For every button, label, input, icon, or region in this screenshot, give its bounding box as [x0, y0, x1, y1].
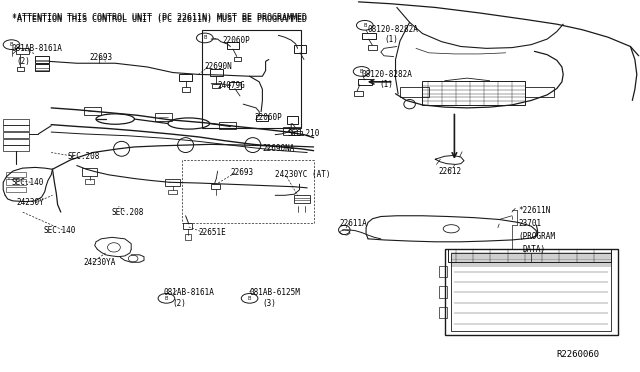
- Bar: [294, 131, 302, 135]
- Text: 22060P: 22060P: [255, 113, 282, 122]
- Bar: [6, 179, 26, 185]
- Text: (2): (2): [16, 57, 30, 66]
- Text: 08120-8282A: 08120-8282A: [368, 25, 419, 34]
- Bar: [84, 107, 101, 115]
- Text: SEC.208: SEC.208: [112, 208, 145, 217]
- Bar: [35, 64, 49, 71]
- Bar: [155, 113, 172, 121]
- Bar: [400, 87, 429, 97]
- Bar: [168, 190, 177, 194]
- Bar: [358, 79, 372, 85]
- Bar: [182, 87, 190, 92]
- Bar: [3, 132, 29, 138]
- Text: SEC.140: SEC.140: [12, 178, 44, 187]
- Bar: [3, 139, 29, 145]
- Text: 24079G: 24079G: [218, 81, 245, 90]
- Bar: [227, 42, 239, 49]
- Bar: [445, 249, 618, 335]
- Bar: [294, 195, 310, 203]
- Text: SEC.210: SEC.210: [288, 129, 321, 138]
- Text: DATA): DATA): [523, 245, 546, 254]
- Bar: [525, 87, 554, 97]
- Bar: [354, 91, 363, 96]
- Bar: [179, 74, 192, 81]
- Text: B: B: [363, 23, 367, 28]
- Text: 22060P: 22060P: [223, 36, 250, 45]
- Bar: [3, 145, 29, 151]
- Bar: [6, 172, 26, 177]
- Bar: [16, 48, 29, 54]
- Text: 24230YA: 24230YA: [83, 258, 116, 267]
- Bar: [17, 67, 24, 71]
- Bar: [422, 81, 525, 105]
- Text: 081AB-8161A: 081AB-8161A: [163, 288, 214, 296]
- Bar: [202, 30, 301, 128]
- Text: B: B: [10, 42, 13, 47]
- Text: (3): (3): [262, 299, 276, 308]
- Bar: [165, 179, 180, 186]
- Bar: [256, 115, 268, 121]
- Text: 22611A: 22611A: [339, 219, 367, 228]
- Bar: [234, 57, 241, 61]
- Bar: [183, 223, 192, 229]
- Text: 081AB-6125M: 081AB-6125M: [250, 288, 300, 296]
- Bar: [439, 307, 447, 318]
- Text: 22693: 22693: [230, 169, 253, 177]
- Text: 22690NA: 22690NA: [262, 144, 295, 153]
- Bar: [283, 127, 300, 135]
- Text: SEC.208: SEC.208: [67, 152, 100, 161]
- Bar: [287, 116, 298, 124]
- Bar: [82, 168, 97, 176]
- Text: 24230YC (AT): 24230YC (AT): [275, 170, 331, 179]
- Bar: [294, 45, 306, 53]
- Bar: [3, 119, 29, 125]
- Text: 22651E: 22651E: [198, 228, 226, 237]
- Text: (2): (2): [173, 299, 187, 308]
- Text: SEC.140: SEC.140: [44, 226, 76, 235]
- Text: (1): (1): [379, 80, 393, 89]
- Bar: [448, 249, 611, 262]
- Text: 23701: 23701: [518, 219, 541, 228]
- Text: *ATTENTION THIS CONTROL UNIT (PC 22611N) MUST BE PROGRAMMED: *ATTENTION THIS CONTROL UNIT (PC 22611N)…: [12, 15, 307, 24]
- Text: B: B: [203, 35, 207, 41]
- Bar: [185, 234, 191, 240]
- Bar: [368, 45, 377, 50]
- Bar: [6, 187, 26, 192]
- Text: 22690N: 22690N: [205, 62, 232, 71]
- Text: (1): (1): [384, 35, 398, 44]
- Bar: [85, 179, 94, 184]
- Text: B: B: [248, 296, 252, 301]
- Bar: [439, 266, 447, 277]
- Text: (PROGRAM: (PROGRAM: [518, 232, 556, 241]
- Text: *22611N: *22611N: [518, 206, 551, 215]
- Text: 22693: 22693: [90, 53, 113, 62]
- Text: 081AB-8161A: 081AB-8161A: [12, 44, 62, 53]
- Bar: [362, 33, 376, 39]
- Bar: [210, 69, 223, 76]
- Text: 22612: 22612: [438, 167, 461, 176]
- Text: R2260060: R2260060: [557, 350, 600, 359]
- Text: *ATTENTION THIS CONTROL UNIT (PC 22611N) MUST BE PROGRAMMED: *ATTENTION THIS CONTROL UNIT (PC 22611N)…: [12, 13, 307, 22]
- Text: 08120-8282A: 08120-8282A: [362, 70, 412, 79]
- Bar: [3, 125, 29, 131]
- Bar: [35, 56, 49, 63]
- Bar: [439, 286, 447, 298]
- Text: B: B: [164, 296, 168, 301]
- Bar: [212, 84, 220, 88]
- Text: 24230Y: 24230Y: [16, 198, 44, 207]
- Text: B: B: [360, 69, 364, 74]
- Bar: [229, 82, 241, 89]
- Bar: [211, 184, 220, 189]
- Bar: [451, 253, 611, 331]
- Bar: [219, 122, 236, 129]
